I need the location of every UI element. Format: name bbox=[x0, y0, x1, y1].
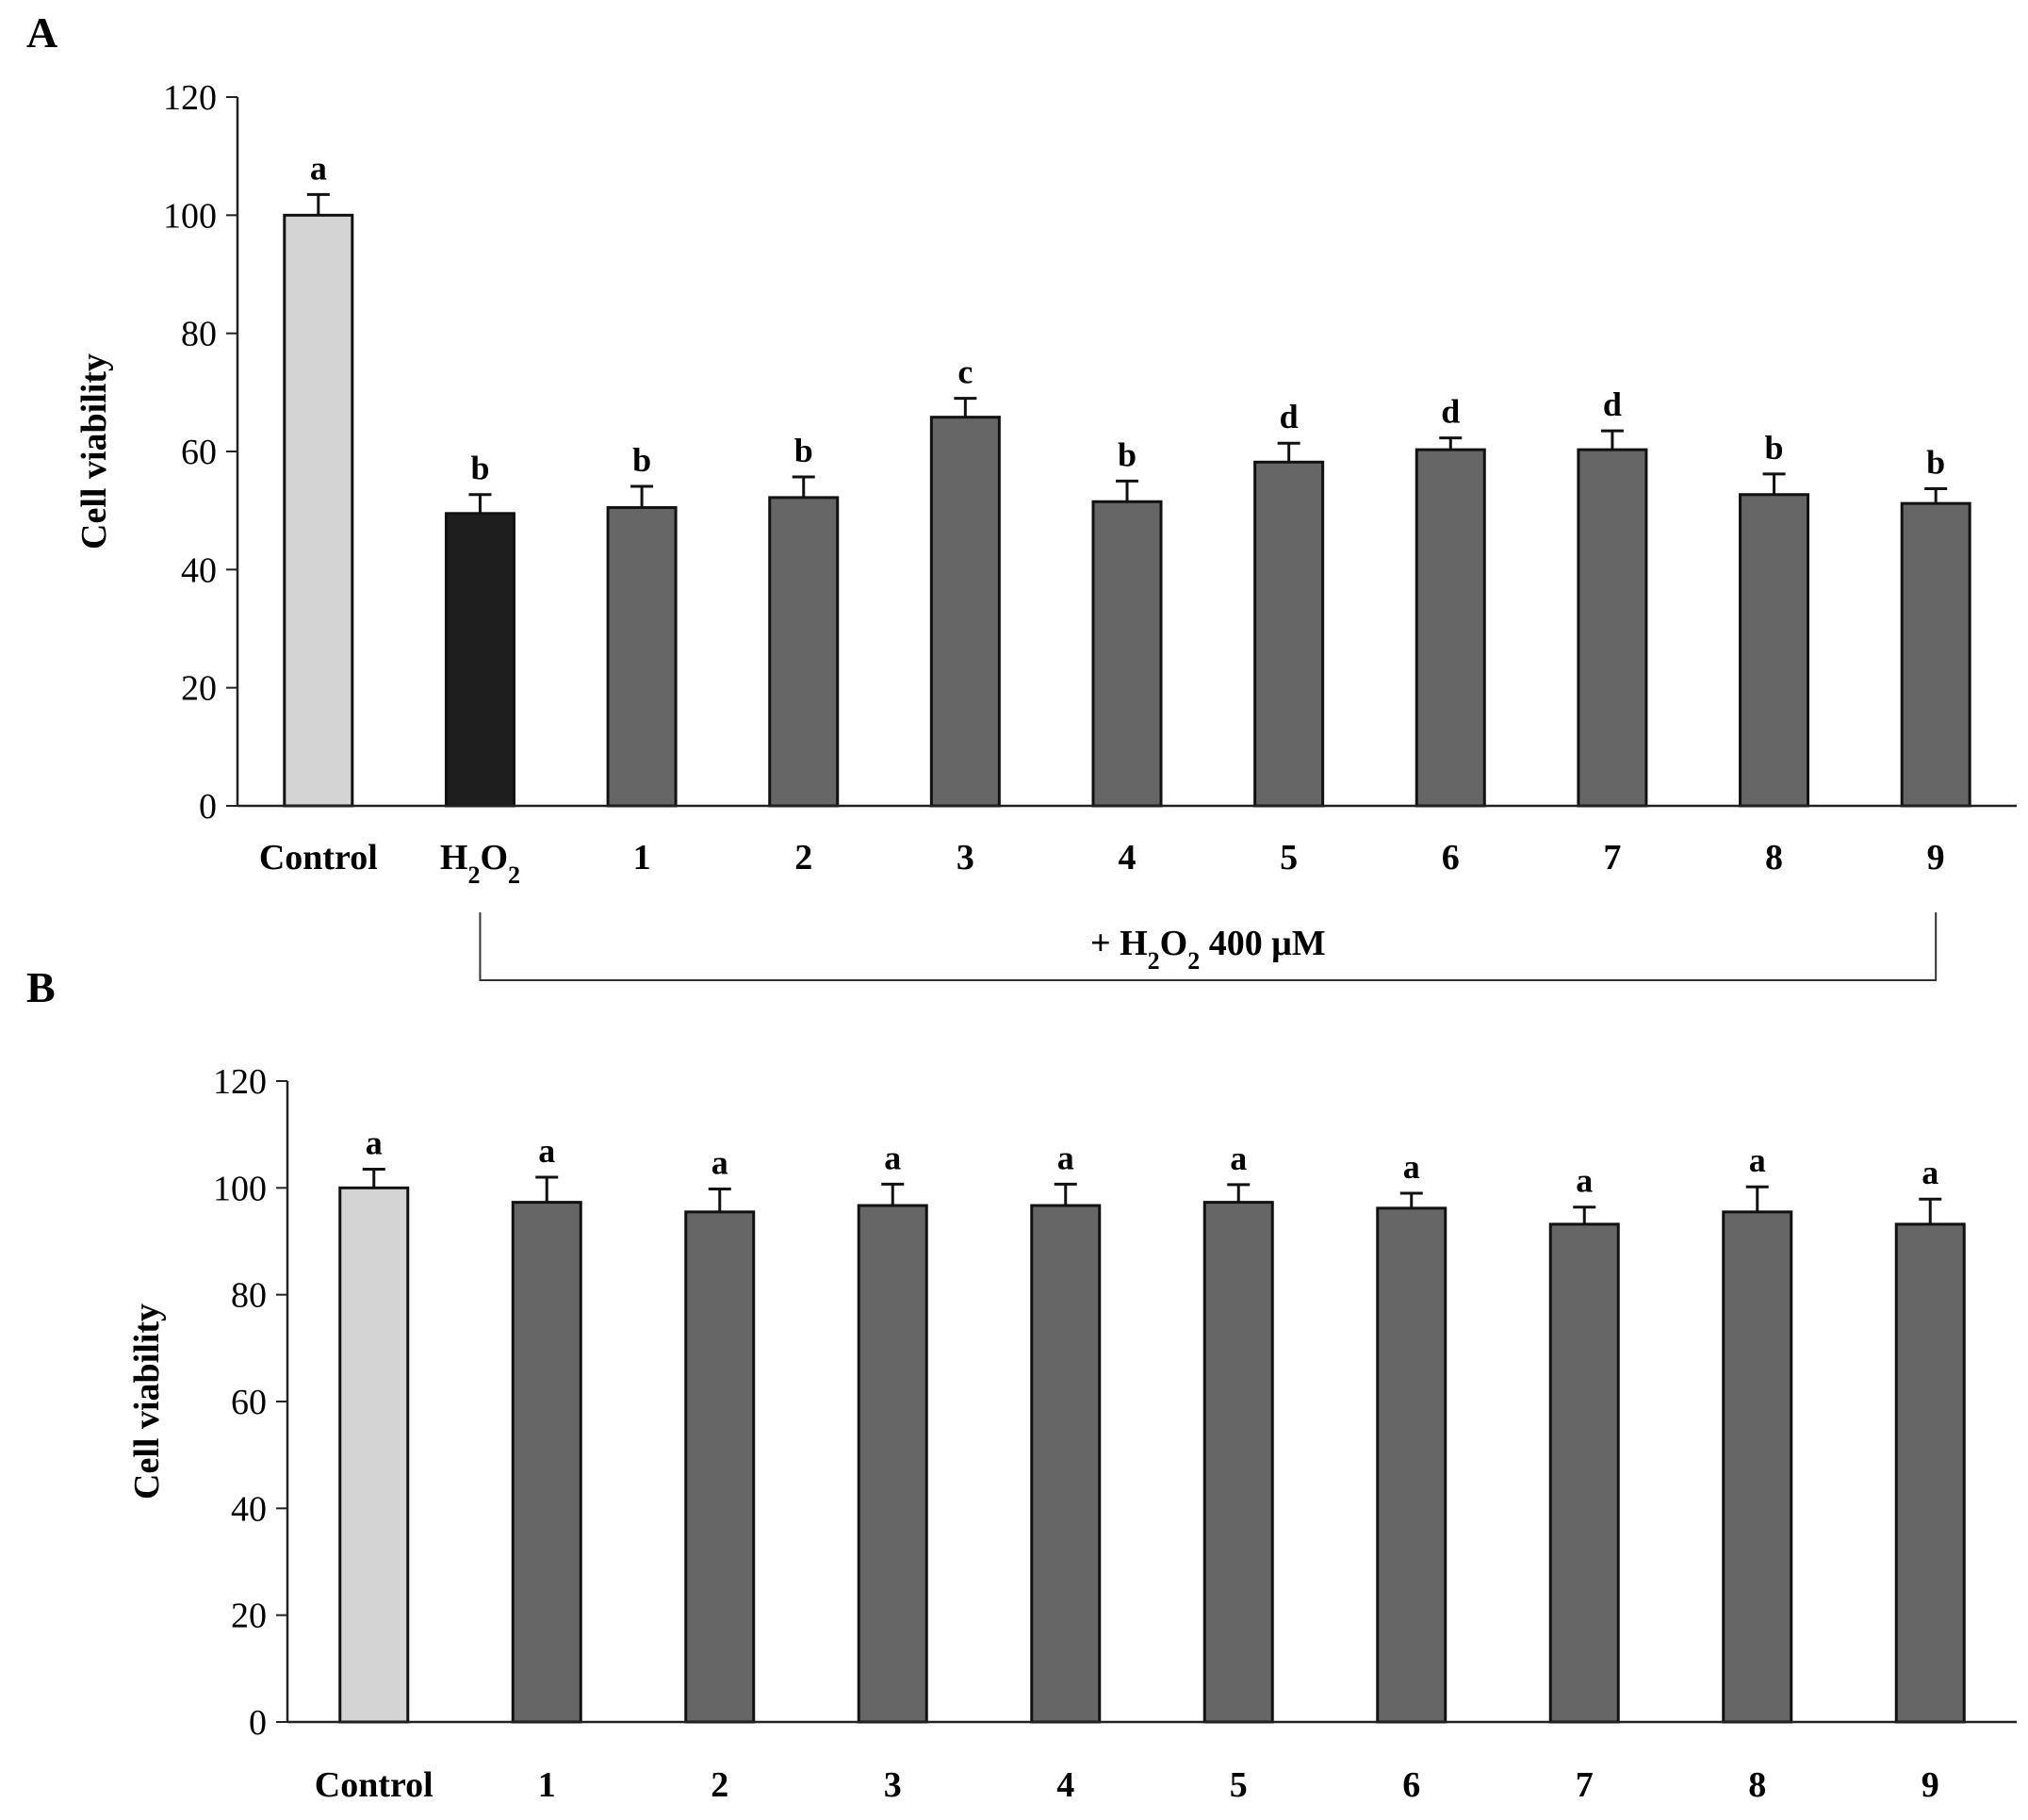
panel-b-ytick-label: 40 bbox=[231, 1489, 267, 1529]
panel-b-significance-label: a bbox=[538, 1132, 555, 1170]
panel-a-bar bbox=[1091, 500, 1163, 808]
panel-b-bar bbox=[1376, 1206, 1447, 1724]
panel-b-significance-label: a bbox=[1403, 1148, 1420, 1186]
panel-a-bar bbox=[1253, 460, 1325, 808]
panel-b-bar bbox=[1548, 1222, 1620, 1724]
panel-b-ytick-label: 100 bbox=[213, 1169, 267, 1208]
panel-b-significance-label: a bbox=[366, 1124, 383, 1162]
panel-b-category-label: 1 bbox=[538, 1765, 556, 1805]
panel-b-significance-label: a bbox=[884, 1139, 901, 1176]
panel-a-significance-label: b bbox=[1926, 443, 1945, 481]
treatment-bracket-label: + H2O2 400 μM bbox=[1090, 924, 1326, 975]
panel-b-bar bbox=[1722, 1210, 1793, 1724]
panel-b-bar bbox=[857, 1204, 928, 1724]
panel-a-significance-label: c bbox=[957, 353, 973, 391]
panel-a-ytick-label: 120 bbox=[163, 78, 217, 118]
panel-a-bar bbox=[283, 213, 354, 808]
panel-b-bar bbox=[1202, 1201, 1274, 1724]
panel-b-significance-label: a bbox=[1922, 1154, 1938, 1191]
panel-b-significance-label: a bbox=[1576, 1162, 1593, 1200]
panel-b-bar bbox=[338, 1186, 410, 1724]
treatment-bracket bbox=[479, 912, 1938, 981]
panel-a-ytick-label: 40 bbox=[181, 550, 217, 590]
panel-a-ytick-label: 80 bbox=[181, 315, 217, 354]
panel-a-category-label: 3 bbox=[957, 838, 974, 877]
panel-a-ytick-label: 20 bbox=[181, 669, 217, 709]
panel-b-significance-label: a bbox=[711, 1143, 728, 1181]
panel-a-category-label: 6 bbox=[1442, 838, 1460, 877]
panel-b-bar bbox=[1894, 1222, 1966, 1724]
panel-a-bar bbox=[606, 506, 678, 808]
panel-b-category-label: 4 bbox=[1056, 1765, 1074, 1805]
panel-a-ytick-label: 100 bbox=[163, 196, 217, 236]
panel-a-significance-label: b bbox=[470, 450, 489, 487]
panel-a-bar bbox=[1577, 448, 1648, 808]
panel-a-category-label: 4 bbox=[1119, 838, 1137, 877]
panel-a-significance-label: b bbox=[1765, 429, 1784, 467]
panel-a-bar bbox=[1415, 448, 1486, 808]
chart-panel-a: 0 20 40 60 80 100 120 Cell viability a Control b H2… bbox=[74, 78, 2017, 981]
panel-a-bar bbox=[929, 416, 1001, 808]
panel-b-label: B bbox=[26, 963, 56, 1011]
panel-a-significance-label: b bbox=[794, 432, 813, 469]
panel-a-category-label: 7 bbox=[1603, 838, 1621, 877]
panel-a-label: A bbox=[26, 8, 57, 57]
panel-b-category-label: 7 bbox=[1576, 1765, 1594, 1805]
panel-a-category-label: 9 bbox=[1927, 838, 1945, 877]
panel-a-bar bbox=[1739, 493, 1810, 808]
panel-a-category-label: H2O2 bbox=[440, 838, 520, 889]
panel-b-significance-label: a bbox=[1057, 1139, 1074, 1176]
panel-b-significance-label: a bbox=[1749, 1141, 1766, 1179]
panel-a-significance-label: b bbox=[1118, 435, 1137, 473]
panel-b-ytick-label: 120 bbox=[213, 1062, 267, 1102]
panel-b-category-label: 3 bbox=[884, 1765, 902, 1805]
panel-a-category-label: 1 bbox=[633, 838, 651, 877]
panel-b-category-label: 6 bbox=[1402, 1765, 1420, 1805]
panel-b-bar bbox=[684, 1210, 756, 1724]
panel-a-bar bbox=[444, 512, 515, 808]
panel-b-category-label: Control bbox=[315, 1765, 433, 1805]
panel-b-significance-label: a bbox=[1230, 1140, 1247, 1177]
panel-a-y-axis-label: Cell viability bbox=[74, 353, 114, 549]
panel-b-ytick-label: 60 bbox=[231, 1383, 267, 1422]
panel-b-y-axis-label: Cell viability bbox=[127, 1304, 167, 1500]
panel-a-significance-label: a bbox=[310, 149, 327, 187]
panel-b-ytick-label: 0 bbox=[249, 1703, 267, 1743]
panel-b-category-label: 5 bbox=[1230, 1765, 1248, 1805]
panel-b-category-label: 2 bbox=[711, 1765, 728, 1805]
panel-a-significance-label: d bbox=[1280, 398, 1299, 435]
chart-panel-b: 0 20 40 60 80 100 120 Cell viability a Control a 1 a… bbox=[127, 1062, 2017, 1805]
panel-a-bar bbox=[768, 496, 840, 808]
panel-a-category-label: 2 bbox=[794, 838, 812, 877]
panel-b-category-label: 9 bbox=[1922, 1765, 1939, 1805]
panel-b-bar bbox=[1030, 1204, 1102, 1724]
panel-a-significance-label: b bbox=[632, 441, 651, 479]
panel-b-ytick-label: 80 bbox=[231, 1276, 267, 1316]
panel-a-category-label: Control bbox=[259, 838, 378, 877]
panel-a-category-label: 5 bbox=[1280, 838, 1298, 877]
panel-a-ytick-label: 60 bbox=[181, 433, 217, 472]
panel-b-category-label: 8 bbox=[1748, 1765, 1766, 1805]
panel-a-category-label: 8 bbox=[1765, 838, 1783, 877]
panel-b-bar bbox=[511, 1201, 582, 1724]
panel-a-significance-label: d bbox=[1603, 385, 1622, 423]
panel-b-ytick-label: 20 bbox=[231, 1597, 267, 1636]
panel-a-ytick-label: 0 bbox=[199, 787, 217, 827]
panel-a-bar bbox=[1900, 501, 1971, 808]
panel-a-significance-label: d bbox=[1441, 393, 1460, 431]
